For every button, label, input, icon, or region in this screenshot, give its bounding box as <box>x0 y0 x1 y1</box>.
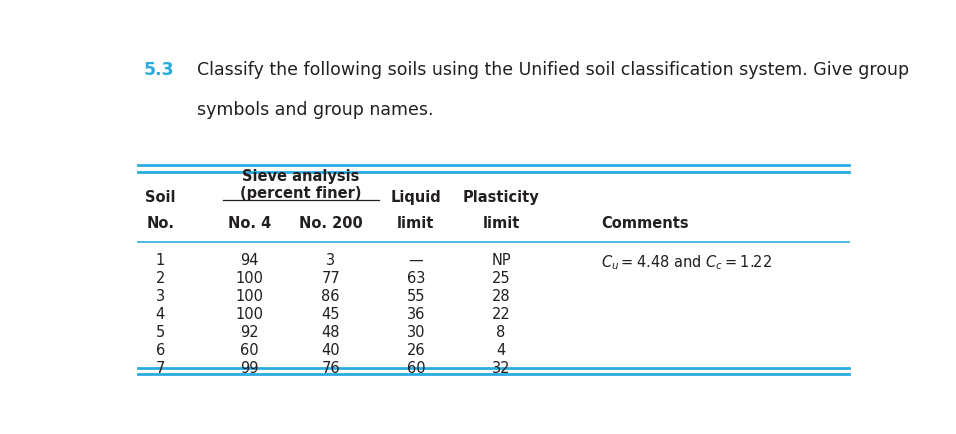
Text: 4: 4 <box>496 342 506 357</box>
Text: 63: 63 <box>406 270 425 286</box>
Text: 7: 7 <box>156 360 165 375</box>
Text: 86: 86 <box>321 288 340 303</box>
Text: limit: limit <box>483 216 520 231</box>
Text: No. 4: No. 4 <box>228 216 271 231</box>
Text: 32: 32 <box>491 360 511 375</box>
Text: Liquid: Liquid <box>390 189 442 204</box>
Text: 4: 4 <box>156 306 164 321</box>
Text: 100: 100 <box>235 288 263 303</box>
Text: 36: 36 <box>406 306 425 321</box>
Text: 5.3: 5.3 <box>143 60 174 79</box>
Text: 2: 2 <box>156 270 165 286</box>
Text: 100: 100 <box>235 270 263 286</box>
Text: 22: 22 <box>491 306 511 321</box>
Text: Soil: Soil <box>145 189 176 204</box>
Text: No.: No. <box>146 216 174 231</box>
Text: 76: 76 <box>321 360 340 375</box>
Text: 26: 26 <box>406 342 425 357</box>
Text: 92: 92 <box>240 324 258 339</box>
Text: 45: 45 <box>321 306 340 321</box>
Text: 100: 100 <box>235 306 263 321</box>
Text: Comments: Comments <box>601 216 688 231</box>
Text: 77: 77 <box>321 270 340 286</box>
Text: NP: NP <box>491 253 511 267</box>
Text: 8: 8 <box>496 324 506 339</box>
Text: 60: 60 <box>240 342 258 357</box>
Text: 28: 28 <box>491 288 511 303</box>
Text: 3: 3 <box>326 253 336 267</box>
Text: symbols and group names.: symbols and group names. <box>197 101 434 118</box>
Text: (percent finer): (percent finer) <box>240 186 361 201</box>
Text: Plasticity: Plasticity <box>463 189 539 204</box>
Text: 94: 94 <box>240 253 258 267</box>
Text: 60: 60 <box>406 360 425 375</box>
Text: Classify the following soils using the Unified soil classification system. Give : Classify the following soils using the U… <box>197 60 909 79</box>
Text: 30: 30 <box>406 324 425 339</box>
Text: 40: 40 <box>321 342 340 357</box>
Text: limit: limit <box>397 216 435 231</box>
Text: —: — <box>408 253 424 267</box>
Text: 55: 55 <box>406 288 425 303</box>
Text: 3: 3 <box>156 288 164 303</box>
Text: 5: 5 <box>156 324 164 339</box>
Text: 25: 25 <box>491 270 511 286</box>
Text: No. 200: No. 200 <box>299 216 362 231</box>
Text: Sieve analysis: Sieve analysis <box>242 169 359 184</box>
Text: $C_u = 4.48$ and $C_c = 1.22$: $C_u = 4.48$ and $C_c = 1.22$ <box>601 253 772 271</box>
Text: 99: 99 <box>240 360 258 375</box>
Text: 6: 6 <box>156 342 164 357</box>
Text: 48: 48 <box>321 324 340 339</box>
Text: 1: 1 <box>156 253 164 267</box>
